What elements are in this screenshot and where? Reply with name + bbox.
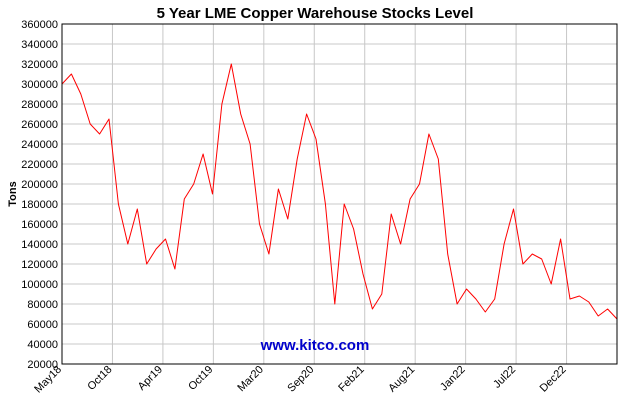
y-tick-label: 300000 <box>21 79 58 91</box>
y-tick-label: 220000 <box>21 159 58 171</box>
x-tick-label: Dec22 <box>538 364 569 395</box>
y-tick-label: 100000 <box>21 279 58 291</box>
y-tick-label: 280000 <box>21 99 58 111</box>
y-axis: 20000 40000 60000 80000 100000 120000 140000 16… <box>21 19 58 371</box>
x-tick-label: Jan22 <box>438 364 468 394</box>
y-tick-label: 160000 <box>21 219 58 231</box>
y-tick-label: 360000 <box>21 19 58 31</box>
x-tick-label: Oct18 <box>85 364 114 393</box>
y-tick-label: 180000 <box>21 199 58 211</box>
y-tick-label: 200000 <box>21 179 58 191</box>
y-tick-label: 120000 <box>21 259 58 271</box>
x-tick-label: Aug21 <box>386 364 417 395</box>
chart-title: 5 Year LME Copper Warehouse Stocks Level <box>157 5 474 22</box>
x-tick-label: Apr19 <box>136 364 165 393</box>
y-tick-label: 60000 <box>27 319 58 331</box>
y-tick-label: 240000 <box>21 139 58 151</box>
y-tick-label: 80000 <box>27 299 58 311</box>
y-tick-label: 140000 <box>21 239 58 251</box>
watermark: www.kitco.com <box>260 337 370 354</box>
x-tick-label: Feb21 <box>336 364 367 395</box>
x-tick-label: Mar20 <box>235 364 266 395</box>
series-line <box>61 63 618 320</box>
y-tick-label: 260000 <box>21 119 58 131</box>
x-tick-label: Jul22 <box>491 364 518 391</box>
y-tick-label: 20000 <box>27 359 58 371</box>
y-axis-label: Tons <box>7 181 19 206</box>
y-tick-label: 320000 <box>21 59 58 71</box>
plot-area <box>61 23 618 365</box>
plot-border <box>61 23 618 365</box>
y-tick-label: 40000 <box>27 339 58 351</box>
series <box>61 63 618 320</box>
x-axis: May18 Oct18 Apr19 Oct19 Mar20 Sep20 Feb21 Aug21… <box>32 364 568 396</box>
x-tick-label: Sep20 <box>285 364 316 395</box>
y-tick-label: 340000 <box>21 39 58 51</box>
x-tick-label: Oct19 <box>186 364 215 393</box>
